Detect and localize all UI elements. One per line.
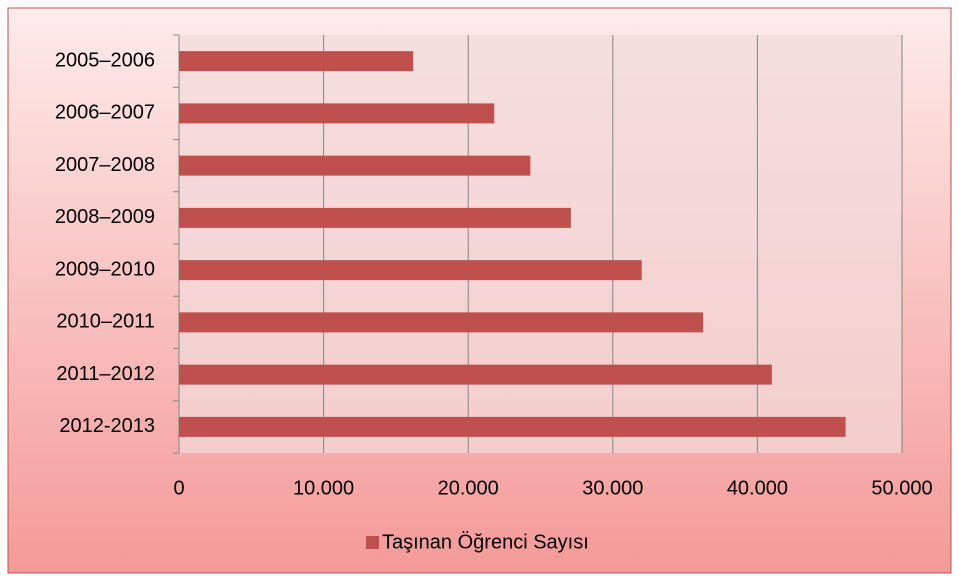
y-tick-label: 2007–2008: [55, 154, 155, 176]
y-tick-label: 2005–2006: [55, 49, 155, 71]
x-tick-label: 10.000: [293, 477, 354, 499]
legend-swatch: [366, 536, 379, 549]
y-tick-label: 2008–2009: [55, 206, 155, 228]
y-tick-label: 2009–2010: [55, 258, 155, 280]
bar: [179, 207, 571, 228]
x-tick-label: 0: [173, 477, 184, 499]
bar: [179, 260, 642, 281]
y-tick-label: 2011–2012: [56, 363, 155, 385]
legend-label: Taşınan Öğrenci Sayısı: [382, 531, 589, 553]
bar: [179, 155, 531, 176]
x-tick-label: 50.000: [871, 477, 932, 499]
bar: [179, 51, 414, 72]
plot-area: [179, 35, 902, 453]
y-tick-label: 2010–2011: [56, 311, 155, 333]
bar: [179, 416, 846, 437]
y-tick-label: 2012-2013: [59, 415, 155, 437]
bar: [179, 312, 704, 333]
x-tick-label: 20.000: [438, 477, 499, 499]
x-tick-label: 30.000: [582, 477, 643, 499]
y-tick-label: 2006–2007: [55, 102, 155, 124]
bar: [179, 103, 495, 124]
bar: [179, 364, 772, 385]
x-tick-label: 40.000: [727, 477, 788, 499]
